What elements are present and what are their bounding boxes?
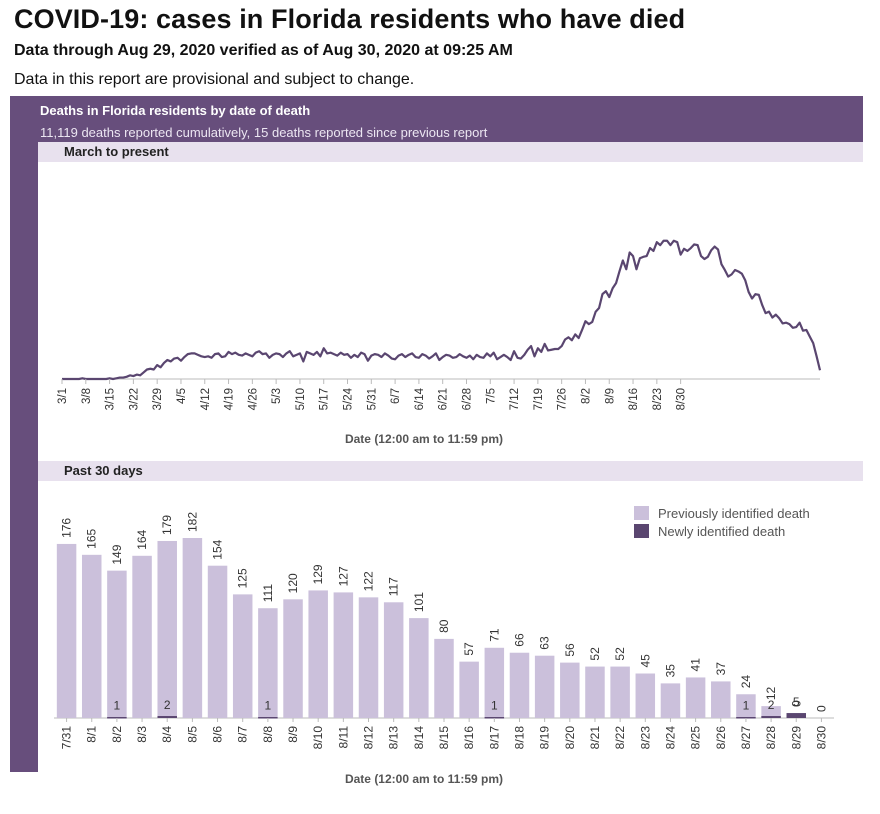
panel-title: Deaths in Florida residents by date of d… — [40, 103, 311, 118]
report-subtitle: Data through Aug 29, 2020 verified as of… — [14, 42, 513, 59]
legend-label-newly: Newly identified death — [658, 524, 786, 539]
panel-body — [38, 142, 863, 772]
report-title: COVID-19: cases in Florida residents who… — [14, 4, 686, 34]
bar-x-axis-title: Date (12:00 am to 11:59 pm) — [345, 772, 503, 786]
past-30-days-header: Past 30 days — [38, 461, 863, 481]
panel-summary: 11,119 deaths reported cumulatively, 15 … — [40, 125, 488, 140]
legend-swatch-previous — [634, 506, 649, 520]
provisional-note: Data in this report are provisional and … — [14, 71, 415, 88]
legend-label-previous: Previously identified death — [658, 506, 810, 521]
legend-swatch-newly — [634, 524, 649, 538]
march-to-present-header: March to present — [38, 142, 863, 162]
deaths-panel: Deaths in Florida residents by date of d… — [10, 96, 863, 772]
panel-header: Deaths in Florida residents by date of d… — [38, 96, 863, 142]
